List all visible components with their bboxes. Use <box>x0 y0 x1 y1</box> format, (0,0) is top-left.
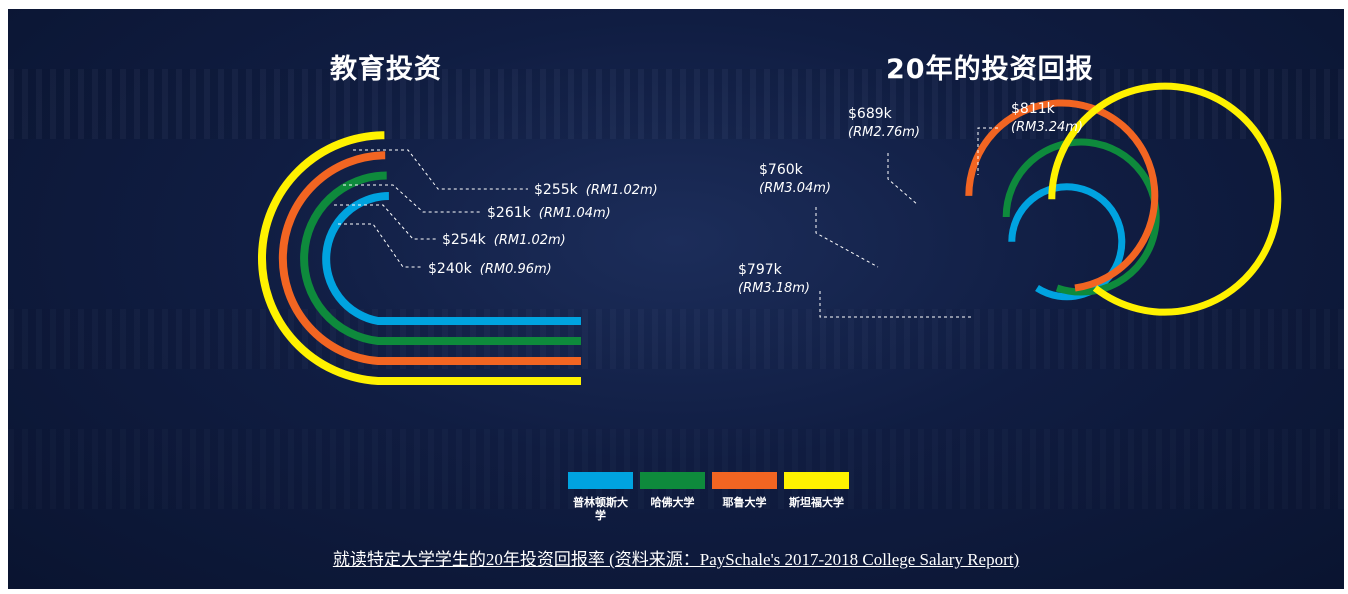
right-chart: $797k (RM3.18m) $760k (RM3.04m) $689k (RM2.76… <box>738 82 1282 318</box>
arc-耶鲁大学 <box>965 99 1159 292</box>
data-label: $254k (RM1.02m) <box>442 232 566 248</box>
chart-svg: $240k (RM0.96m) $254k (RM1.02m) $261k (RM1.04… <box>257 82 1282 385</box>
data-label: $811k (RM3.24m) <box>1011 101 1083 135</box>
left-chart: $240k (RM0.96m) $254k (RM1.02m) $261k (RM1.04… <box>257 131 658 385</box>
legend-swatch <box>712 472 777 489</box>
leader-line <box>353 149 528 190</box>
legend-swatch <box>640 472 705 489</box>
legend-item-stanford: 斯坦福大学 <box>784 472 849 522</box>
leader-line <box>887 153 919 206</box>
bar-耶鲁大学 <box>278 151 581 365</box>
legend-swatch <box>568 472 633 489</box>
bar-普林顿斯大学 <box>322 192 581 325</box>
legend-item-yale: 耶鲁大学 <box>712 472 777 522</box>
background-bookshelf <box>8 309 1344 369</box>
source-caption: 就读特定大学学生的20年投资回报率 (资料来源：PaySchale's 2017… <box>8 545 1344 570</box>
legend-label: 斯坦福大学 <box>789 496 844 509</box>
data-label: $760k (RM3.04m) <box>759 162 831 196</box>
source-text: 就读特定大学学生的20年投资回报率 (资料来源：PaySchale's 2017… <box>332 550 1020 569</box>
legend-label: 普林顿斯大学 <box>573 496 628 522</box>
bar-斯坦福大学 <box>257 131 581 385</box>
arc-斯坦福大学 <box>1048 82 1282 316</box>
data-label: $240k (RM0.96m) <box>428 261 552 277</box>
background-bookshelf <box>8 429 1344 509</box>
legend: 普林顿斯大学 哈佛大学 耶鲁大学 斯坦福大学 <box>568 472 849 522</box>
left-chart-title: 教育投资 <box>330 54 442 85</box>
infographic-canvas: 教育投资 20年的投资回报 $240k (RM0.96m) $254k (RM1.02… <box>8 9 1344 589</box>
leader-line <box>338 223 422 268</box>
bar-哈佛大学 <box>300 171 581 345</box>
leader-line <box>815 207 879 268</box>
legend-item-princeton: 普林顿斯大学 <box>568 472 633 522</box>
leader-line <box>343 184 481 213</box>
data-label: $255k (RM1.02m) <box>534 182 658 198</box>
data-label: $689k (RM2.76m) <box>848 106 920 140</box>
leader-line <box>977 127 998 175</box>
data-label: $797k (RM3.18m) <box>738 262 810 296</box>
right-chart-title: 20年的投资回报 <box>886 54 1094 85</box>
legend-label: 耶鲁大学 <box>722 496 767 509</box>
leader-line <box>819 291 973 318</box>
arc-哈佛大学 <box>1002 138 1160 296</box>
data-label: $261k (RM1.04m) <box>487 205 611 221</box>
legend-item-harvard: 哈佛大学 <box>640 472 705 522</box>
legend-swatch <box>784 472 849 489</box>
leader-line <box>334 204 436 240</box>
legend-label: 哈佛大学 <box>650 496 695 509</box>
